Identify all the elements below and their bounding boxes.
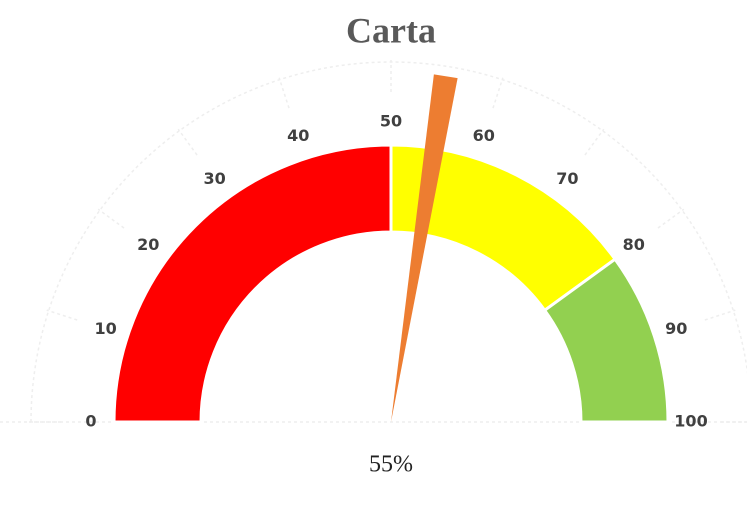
grid-line [704,309,736,321]
grid-line [657,208,685,229]
value-label: 55% [369,452,413,478]
tick-label: 20 [137,235,159,254]
needle [391,74,458,422]
grid-line [46,309,78,321]
tick-label: 40 [287,126,309,145]
tick-label: 60 [473,126,495,145]
grid-line [97,208,125,229]
grid-line [177,128,198,156]
grid-line [584,128,605,156]
grid-line [492,77,504,109]
tick-label: 0 [85,412,96,431]
tick-label: 80 [623,235,645,254]
tick-label: 100 [674,412,707,431]
gauge-band [112,143,393,424]
tick-label: 50 [380,112,402,131]
grid-line [278,77,290,109]
tick-label: 70 [556,169,578,188]
tick-label: 90 [665,319,687,338]
tick-label: 10 [95,319,117,338]
chart-title: Carta [346,10,436,50]
gauge-band [542,257,670,424]
tick-label: 30 [204,169,226,188]
